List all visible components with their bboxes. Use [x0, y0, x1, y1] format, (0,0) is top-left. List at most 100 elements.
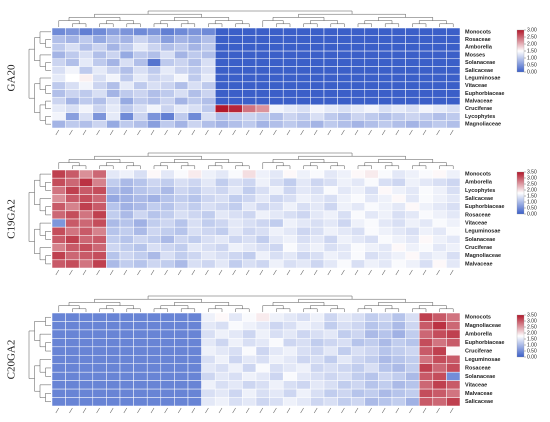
- cell: [242, 380, 257, 390]
- cell: [310, 312, 325, 322]
- row-label: Solanaceae: [465, 237, 495, 243]
- cell: [78, 43, 94, 52]
- dendro-branch: [418, 305, 447, 309]
- dendro-branch: [106, 20, 134, 24]
- cell: [323, 329, 338, 339]
- cell: [187, 81, 202, 90]
- dendro-branch: [439, 23, 454, 27]
- cell: [310, 186, 325, 195]
- column-stub: [381, 407, 386, 414]
- cell: [78, 50, 94, 60]
- cell: [146, 329, 162, 339]
- cell: [296, 104, 311, 113]
- column-stub: [300, 129, 304, 136]
- column-stub: [381, 129, 386, 136]
- cell: [378, 202, 393, 212]
- cell: [405, 243, 420, 252]
- cell: [255, 186, 270, 195]
- cell: [255, 312, 270, 322]
- cell: [378, 235, 393, 244]
- row-label: Rosaceae: [465, 37, 491, 43]
- cell: [282, 235, 298, 244]
- cell: [119, 210, 134, 220]
- cell: [65, 312, 80, 322]
- cell: [350, 251, 366, 261]
- cell: [78, 338, 94, 348]
- cell: [432, 321, 447, 331]
- cell: [51, 251, 66, 261]
- column-stub: [341, 407, 345, 414]
- panel-title: GA20: [6, 64, 18, 91]
- cell: [92, 243, 107, 252]
- cell: [119, 397, 134, 407]
- cell: [228, 259, 243, 269]
- cell: [296, 89, 311, 98]
- cell: [133, 73, 148, 83]
- colorbar-label: 1.50: [527, 48, 537, 54]
- cell: [296, 363, 311, 373]
- cell: [255, 58, 270, 67]
- column-stub: [327, 407, 332, 414]
- cell: [187, 96, 202, 106]
- cell: [337, 43, 352, 52]
- cell: [92, 397, 107, 407]
- cell: [133, 66, 148, 75]
- cell: [432, 202, 447, 212]
- column-stub: [368, 407, 372, 414]
- cell: [269, 338, 284, 348]
- cell: [432, 363, 447, 373]
- cell: [187, 177, 202, 187]
- cell: [146, 251, 162, 261]
- cell: [269, 89, 284, 98]
- cell: [214, 27, 230, 36]
- cell: [405, 235, 420, 244]
- cell: [146, 66, 162, 75]
- cell: [187, 89, 202, 98]
- cell: [174, 235, 189, 244]
- row-label: Amborella: [465, 45, 493, 51]
- cell: [282, 194, 298, 203]
- column-stub: [150, 269, 155, 276]
- cell: [282, 329, 298, 339]
- cell: [92, 66, 107, 75]
- cell: [133, 120, 148, 129]
- cell: [51, 346, 66, 356]
- cell: [405, 338, 420, 348]
- cell: [106, 186, 121, 195]
- cell: [378, 50, 393, 60]
- cell: [310, 58, 325, 67]
- dendro-branch: [208, 23, 223, 27]
- row-label: Lycophytes: [465, 188, 495, 194]
- cell: [418, 89, 434, 98]
- dendrogram: [28, 10, 454, 125]
- cell: [65, 218, 80, 228]
- cell: [364, 259, 379, 269]
- cell: [133, 58, 148, 67]
- column-stub: [245, 269, 250, 276]
- row-label: Euphorbiaceae: [465, 204, 504, 210]
- dendro-branch: [310, 162, 338, 166]
- cell: [214, 312, 230, 322]
- cell: [228, 380, 243, 390]
- cell: [78, 210, 94, 220]
- cell: [92, 186, 107, 195]
- dendro-branch: [45, 62, 51, 71]
- cell: [350, 73, 366, 83]
- row-label: Leguminosae: [465, 357, 500, 363]
- column-stub: [109, 269, 114, 276]
- cell: [269, 321, 284, 331]
- cell: [146, 58, 162, 67]
- cell: [432, 43, 447, 52]
- cell: [160, 202, 175, 212]
- cell: [391, 210, 406, 220]
- cell: [119, 355, 134, 364]
- column-stub: [395, 407, 400, 414]
- cell: [65, 346, 80, 356]
- cell: [446, 27, 461, 36]
- cell: [337, 81, 352, 90]
- cell: [405, 81, 420, 90]
- cell: [337, 218, 352, 228]
- column-stub: [191, 129, 196, 136]
- cell: [418, 186, 434, 195]
- cell: [432, 329, 447, 339]
